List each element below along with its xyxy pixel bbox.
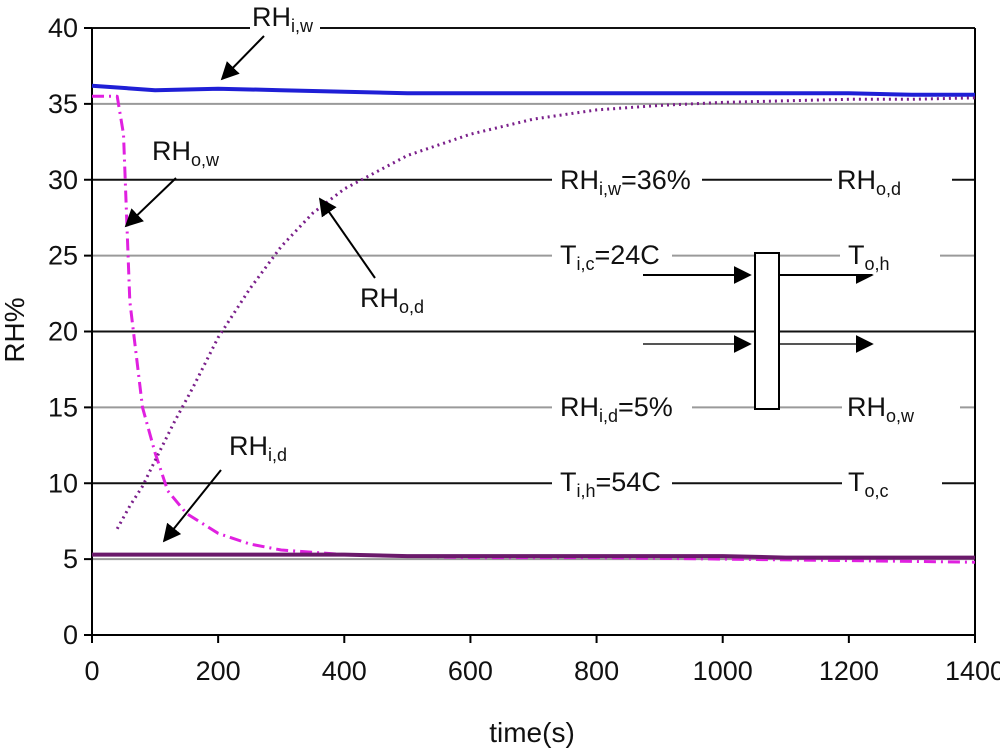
ann-sub: o,h (865, 254, 890, 274)
ann-suffix: =24C (595, 240, 660, 270)
ann-main: RH (560, 392, 599, 422)
ann-main: T (848, 467, 865, 497)
series-line (115, 96, 976, 530)
pointer-arrow-rhod (318, 197, 376, 279)
outlet-toh: To,h (840, 234, 940, 274)
series-line (91, 83, 975, 97)
ann-main: RH (847, 392, 886, 422)
label-main: RH (360, 283, 399, 313)
series-label-rhid: RHi,d (162, 431, 287, 543)
series-label-rhiw: RHi,w (220, 0, 320, 81)
y-tick-label: 5 (63, 544, 78, 574)
pointer-arrow-rhiw (220, 35, 265, 81)
grid-lines (92, 27, 975, 561)
x-tick-label: 200 (196, 656, 241, 686)
x-axis-title: time(s) (489, 717, 575, 748)
label-sub: o,d (399, 297, 424, 317)
y-tick-label: 35 (48, 89, 78, 119)
label-sub: i,d (268, 445, 287, 465)
y-tick-label: 0 (63, 620, 78, 650)
ann-suffix: =54C (596, 467, 661, 497)
ann-suffix: =36% (621, 165, 691, 195)
x-tick-label: 1200 (819, 656, 879, 686)
y-axis-title: RH% (0, 297, 30, 362)
ann-main: RH (837, 165, 876, 195)
ann-sub: i,w (599, 179, 622, 199)
svg-text:To,c: To,c (848, 467, 889, 501)
svg-text:RHi,d=5%: RHi,d=5% (560, 392, 673, 426)
ann-main: T (560, 467, 577, 497)
svg-text:RHo,w: RHo,w (152, 136, 220, 170)
ann-sub: i,c (577, 254, 595, 274)
condition-tic: Ti,c=24C (552, 234, 672, 274)
x-tick-label: 800 (574, 656, 619, 686)
exchanger-schematic (643, 252, 874, 410)
condition-rhid: RHi,d=5% (552, 385, 692, 426)
x-tick-label: 400 (322, 656, 367, 686)
svg-text:To,h: To,h (848, 240, 890, 274)
ann-sub: i,d (599, 406, 618, 426)
ann-suffix: =5% (618, 392, 673, 422)
series-label-rhow: RHo,w (124, 136, 220, 228)
outlet-rhod: RHo,d (832, 158, 952, 199)
ann-sub: o,d (876, 179, 901, 199)
ann-sub: o,c (865, 481, 889, 501)
y-tick-label: 10 (48, 468, 78, 498)
svg-text:Ti,h=54C: Ti,h=54C (560, 467, 661, 501)
ann-sub: i,h (577, 481, 596, 501)
series-line (92, 552, 975, 560)
label-main: RH (252, 2, 291, 32)
ann-main: RH (560, 165, 599, 195)
label-sub: o,w (191, 150, 220, 170)
series-2 (115, 96, 976, 530)
x-tick-label: 0 (84, 656, 99, 686)
ann-main: T (560, 240, 577, 270)
y-tick-label: 40 (48, 13, 78, 43)
y-tick-label: 15 (48, 392, 78, 422)
svg-text:RHo,w: RHo,w (847, 392, 915, 426)
svg-text:RHo,d: RHo,d (360, 283, 424, 317)
x-tick-label: 1400 (945, 656, 1000, 686)
svg-text:Ti,c=24C: Ti,c=24C (560, 240, 660, 274)
series-0 (91, 83, 975, 97)
condition-rhiw: RHi,w=36% (552, 158, 702, 199)
y-tick-label: 30 (48, 165, 78, 195)
series-layer (91, 83, 976, 564)
ann-sub: o,w (886, 406, 915, 426)
svg-text:RHi,w: RHi,w (252, 2, 314, 36)
svg-text:RHi,d: RHi,d (229, 431, 287, 465)
series-label-rhod: RHo,d (318, 197, 424, 317)
x-tick-label: 1000 (693, 656, 753, 686)
exchanger-box (754, 252, 780, 410)
label-main: RH (152, 136, 191, 166)
ann-main: T (848, 240, 865, 270)
pointer-arrow-rhid (162, 469, 222, 543)
svg-text:RHi,w=36%: RHi,w=36% (560, 165, 691, 199)
x-tick-label: 600 (448, 656, 493, 686)
pointer-arrow-rhow (124, 177, 177, 228)
condition-tih: Ti,h=54C (552, 461, 672, 501)
outlet-toc: To,c (842, 461, 942, 501)
label-main: RH (229, 431, 268, 461)
outlet-rhow: RHo,w (842, 385, 960, 426)
series-3 (92, 552, 975, 560)
svg-text:RHo,d: RHo,d (837, 165, 901, 199)
y-tick-label: 20 (48, 317, 78, 347)
label-sub: i,w (291, 16, 314, 36)
y-tick-label: 25 (48, 241, 78, 271)
